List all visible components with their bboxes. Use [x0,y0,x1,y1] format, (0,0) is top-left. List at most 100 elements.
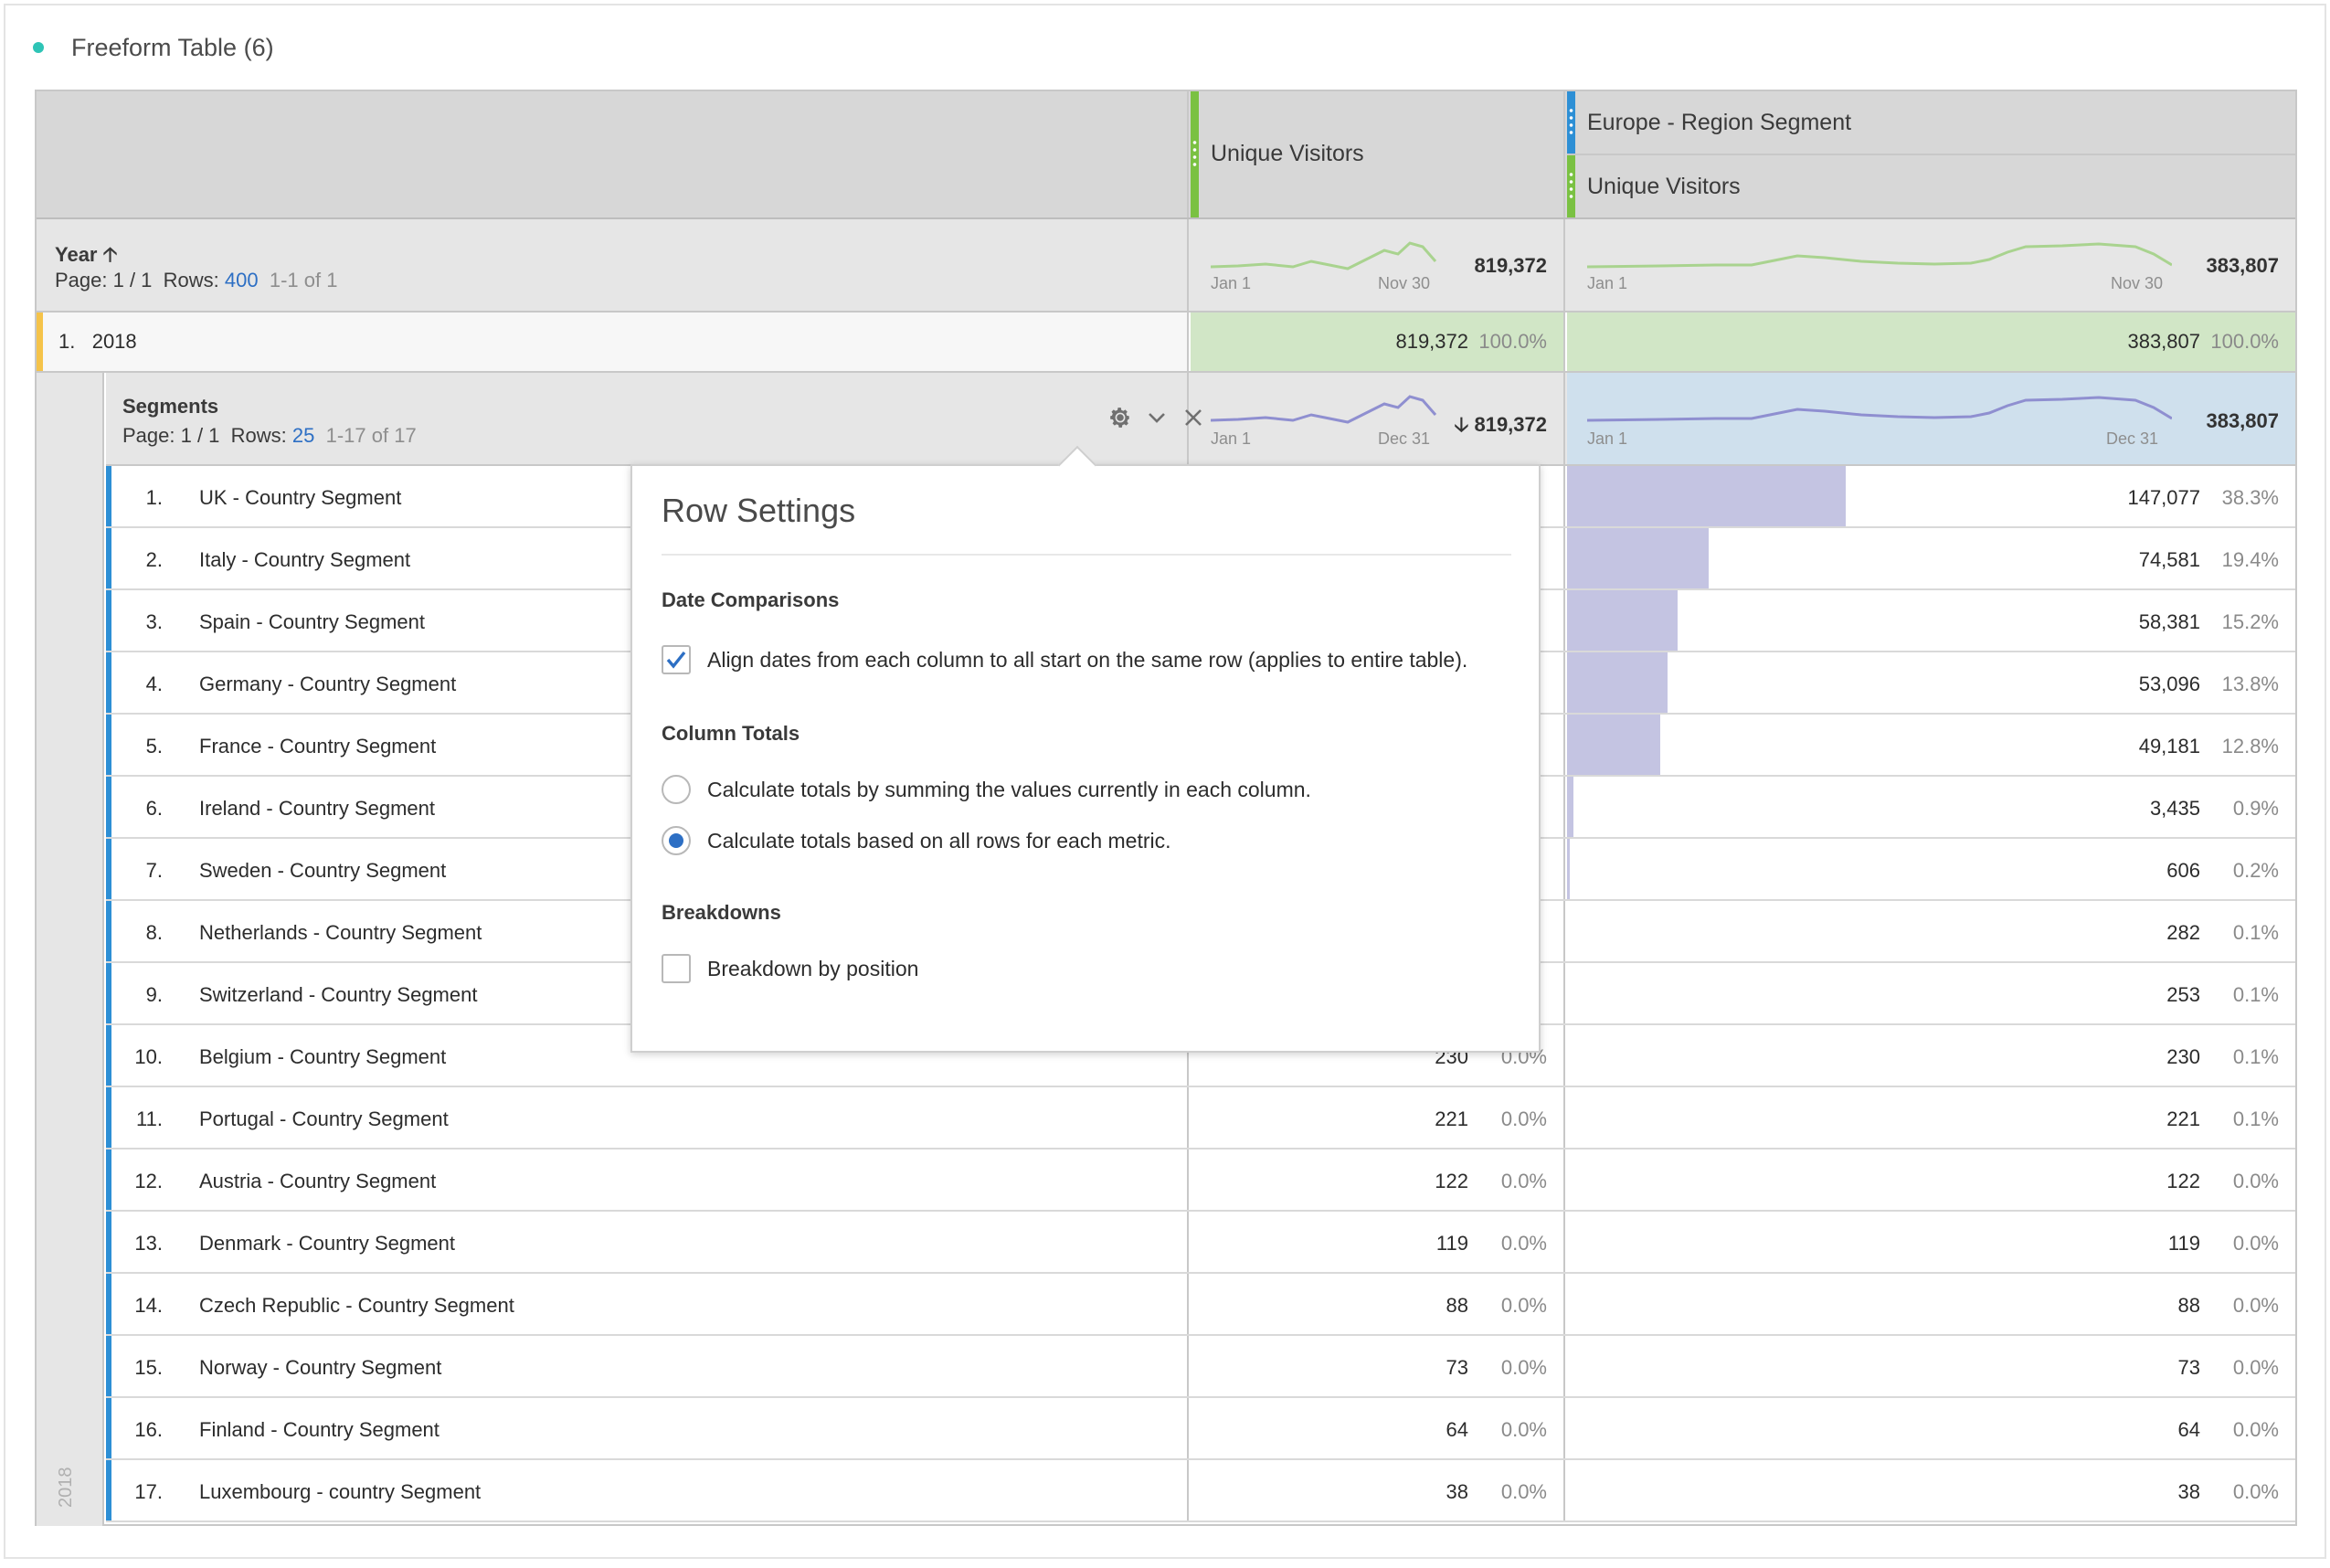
dimension-title[interactable]: Year 🡡 [55,243,118,266]
row-metric-cell[interactable]: 38 0.0% [1567,1460,2295,1520]
row-metric-cell[interactable] [1191,901,1565,961]
row-metric-cell[interactable] [1191,777,1565,837]
row-label-cell[interactable]: 14. Czech Republic - Country Segment [106,1274,1189,1334]
sort-ascending-icon[interactable]: 🡡 [102,243,118,266]
row-label-cell[interactable]: 11. Portugal - Country Segment [106,1087,1189,1148]
row-label-cell[interactable]: 5. France - Country Segment [106,715,1189,775]
align-dates-checkbox[interactable] [662,645,691,674]
row-metric-cell[interactable] [1191,590,1565,651]
close-icon[interactable] [1181,406,1205,429]
row-accent-bar [106,652,111,713]
chevron-down-icon[interactable] [1145,406,1169,429]
row-value: 3,435 [2149,797,2200,820]
row-percent: 0.0% [1500,1294,1547,1317]
row-metric-cell[interactable]: 119 0.0% [1567,1212,2295,1272]
table-row-2018[interactable]: 1. 2018 819,372 100.0% 383,807 100.0% [37,313,2295,373]
row-percent: 0.0% [2232,1480,2279,1503]
row-label-cell[interactable]: 17. Luxembourg - country Segment [106,1460,1189,1520]
row-label-cell[interactable]: 15. Norway - Country Segment [106,1336,1189,1396]
row-label-cell[interactable]: 4. Germany - Country Segment [106,652,1189,713]
segment-drag-handle[interactable] [1567,91,1575,154]
rows-per-page-value[interactable]: 25 [291,424,315,447]
column-header-unique-visitors-europe[interactable]: Unique Visitors [1567,155,2295,217]
row-label: Luxembourg - country Segment [199,1480,482,1503]
row-metric-cell[interactable] [1191,652,1565,713]
row-metric-cell[interactable]: 606 0.2% [1567,839,2295,899]
row-metric-cell[interactable]: 74,581 19.4% [1567,528,2295,588]
row-metric-cell[interactable]: 53,096 13.8% [1567,652,2295,713]
column-header-unique-visitors[interactable]: Unique Visitors [1191,91,1565,217]
metric-drag-handle[interactable] [1567,155,1575,217]
table-row[interactable]: 12. Austria - Country Segment 122 0.0% 122 0.… [106,1150,2295,1212]
row-percent: 0.0% [1500,1232,1547,1255]
align-dates-option[interactable]: Align dates from each column to all star… [662,645,1467,674]
row-settings-popover: Row Settings Date Comparisons Align date… [630,445,1541,1053]
row-metric-cell[interactable]: 73 0.0% [1191,1336,1565,1396]
row-label: Spain - Country Segment [199,610,426,633]
row-metric-cell[interactable]: 38 0.0% [1191,1460,1565,1520]
totals-all-rows-label: Calculate totals based on all rows for e… [707,828,1171,853]
row-label: Austria - Country Segment [199,1170,437,1192]
table-row[interactable]: 16. Finland - Country Segment 64 0.0% 64 0.0% [106,1398,2295,1460]
row-label-cell[interactable]: 10. Belgium - Country Segment [106,1025,1189,1086]
row-label-cell[interactable]: 13. Denmark - Country Segment [106,1212,1189,1272]
row-metric-cell[interactable]: 64 0.0% [1191,1398,1565,1458]
row-metric-cell[interactable]: 88 0.0% [1191,1274,1565,1334]
row-metric-cell[interactable]: 221 0.0% [1191,1087,1565,1148]
row-label-cell[interactable]: 9. Switzerland - Country Segment [106,963,1189,1023]
row-metric-cell[interactable]: 64 0.0% [1567,1398,2295,1458]
metric-drag-handle[interactable] [1191,91,1199,217]
row-label-cell[interactable]: 7. Sweden - Country Segment [106,839,1189,899]
row-metric-cell[interactable] [1191,528,1565,588]
totals-all-rows-radio[interactable] [662,826,691,855]
row-label-cell[interactable]: 12. Austria - Country Segment [106,1150,1189,1210]
row-metric-cell[interactable] [1191,839,1565,899]
pagination-info: Page: 1 / 1 Rows: 25 1-17 of 17 [122,424,417,447]
row-metric-cell[interactable]: 253 0.1% [1567,963,2295,1023]
rows-per-page-value[interactable]: 400 [224,269,259,291]
totals-sum-radio[interactable] [662,775,691,804]
row-metric-cell[interactable] [1191,963,1565,1023]
row-label-cell[interactable]: 1. UK - Country Segment [106,466,1189,526]
sort-descending-icon[interactable]: 🡣 [1454,413,1469,436]
row-metric-cell[interactable]: 58,381 15.2% [1567,590,2295,651]
gear-icon[interactable] [1108,406,1132,429]
row-metric-cell[interactable]: 122 0.0% [1567,1150,2295,1210]
breakdown-by-position-checkbox[interactable] [662,954,691,983]
percent-bar [1567,652,1668,713]
row-label-cell[interactable]: 3. Spain - Country Segment [106,590,1189,651]
row-metric-cell[interactable]: 73 0.0% [1567,1336,2295,1396]
row-metric-cell[interactable]: 383,807 100.0% [1567,313,2295,371]
panel-title[interactable]: Freeform Table (6) [71,33,274,61]
row-metric-cell[interactable]: 819,372 100.0% [1191,313,1565,371]
table-row[interactable]: 15. Norway - Country Segment 73 0.0% 73 0.0% [106,1336,2295,1398]
table-row[interactable]: 11. Portugal - Country Segment 221 0.0% 221 0… [106,1087,2295,1150]
row-metric-cell[interactable]: 221 0.1% [1567,1087,2295,1148]
sparkline-end-label: Nov 30 [1378,274,1431,292]
row-metric-cell[interactable]: 3,435 0.9% [1567,777,2295,837]
row-label-cell[interactable]: 1. 2018 [37,313,1189,371]
table-row[interactable]: 17. Luxembourg - country Segment 38 0.0% 38 0… [106,1460,2295,1522]
segment-header-europe[interactable]: Europe - Region Segment [1567,91,2295,155]
breakdown-by-position-option[interactable]: Breakdown by position [662,954,918,983]
totals-all-rows-option[interactable]: Calculate totals based on all rows for e… [662,826,1171,855]
row-metric-cell[interactable] [1191,715,1565,775]
row-label-cell[interactable]: 16. Finland - Country Segment [106,1398,1189,1458]
table-row[interactable]: 13. Denmark - Country Segment 119 0.0% 119 0.… [106,1212,2295,1274]
breakdown-total-cell-highlighted: Jan 1 Dec 31 383,807 [1567,373,2295,464]
row-metric-cell[interactable]: 88 0.0% [1567,1274,2295,1334]
sparkline [1211,241,1437,270]
row-metric-cell[interactable]: 230 0.1% [1567,1025,2295,1086]
row-metric-cell[interactable]: 49,181 12.8% [1567,715,2295,775]
row-accent-bar [106,466,111,526]
row-metric-cell[interactable]: 147,077 38.3% [1567,466,2295,526]
row-value: 64 [2177,1418,2200,1441]
row-metric-cell[interactable]: 119 0.0% [1191,1212,1565,1272]
row-metric-cell[interactable] [1191,466,1565,526]
breakdown-dimension-title[interactable]: Segments [122,395,219,418]
row-metric-cell[interactable]: 122 0.0% [1191,1150,1565,1210]
table-row[interactable]: 14. Czech Republic - Country Segment 88 0.0… [106,1274,2295,1336]
totals-sum-option[interactable]: Calculate totals by summing the values c… [662,775,1311,804]
row-metric-cell[interactable]: 282 0.1% [1567,901,2295,961]
row-label: Ireland - Country Segment [199,797,436,820]
